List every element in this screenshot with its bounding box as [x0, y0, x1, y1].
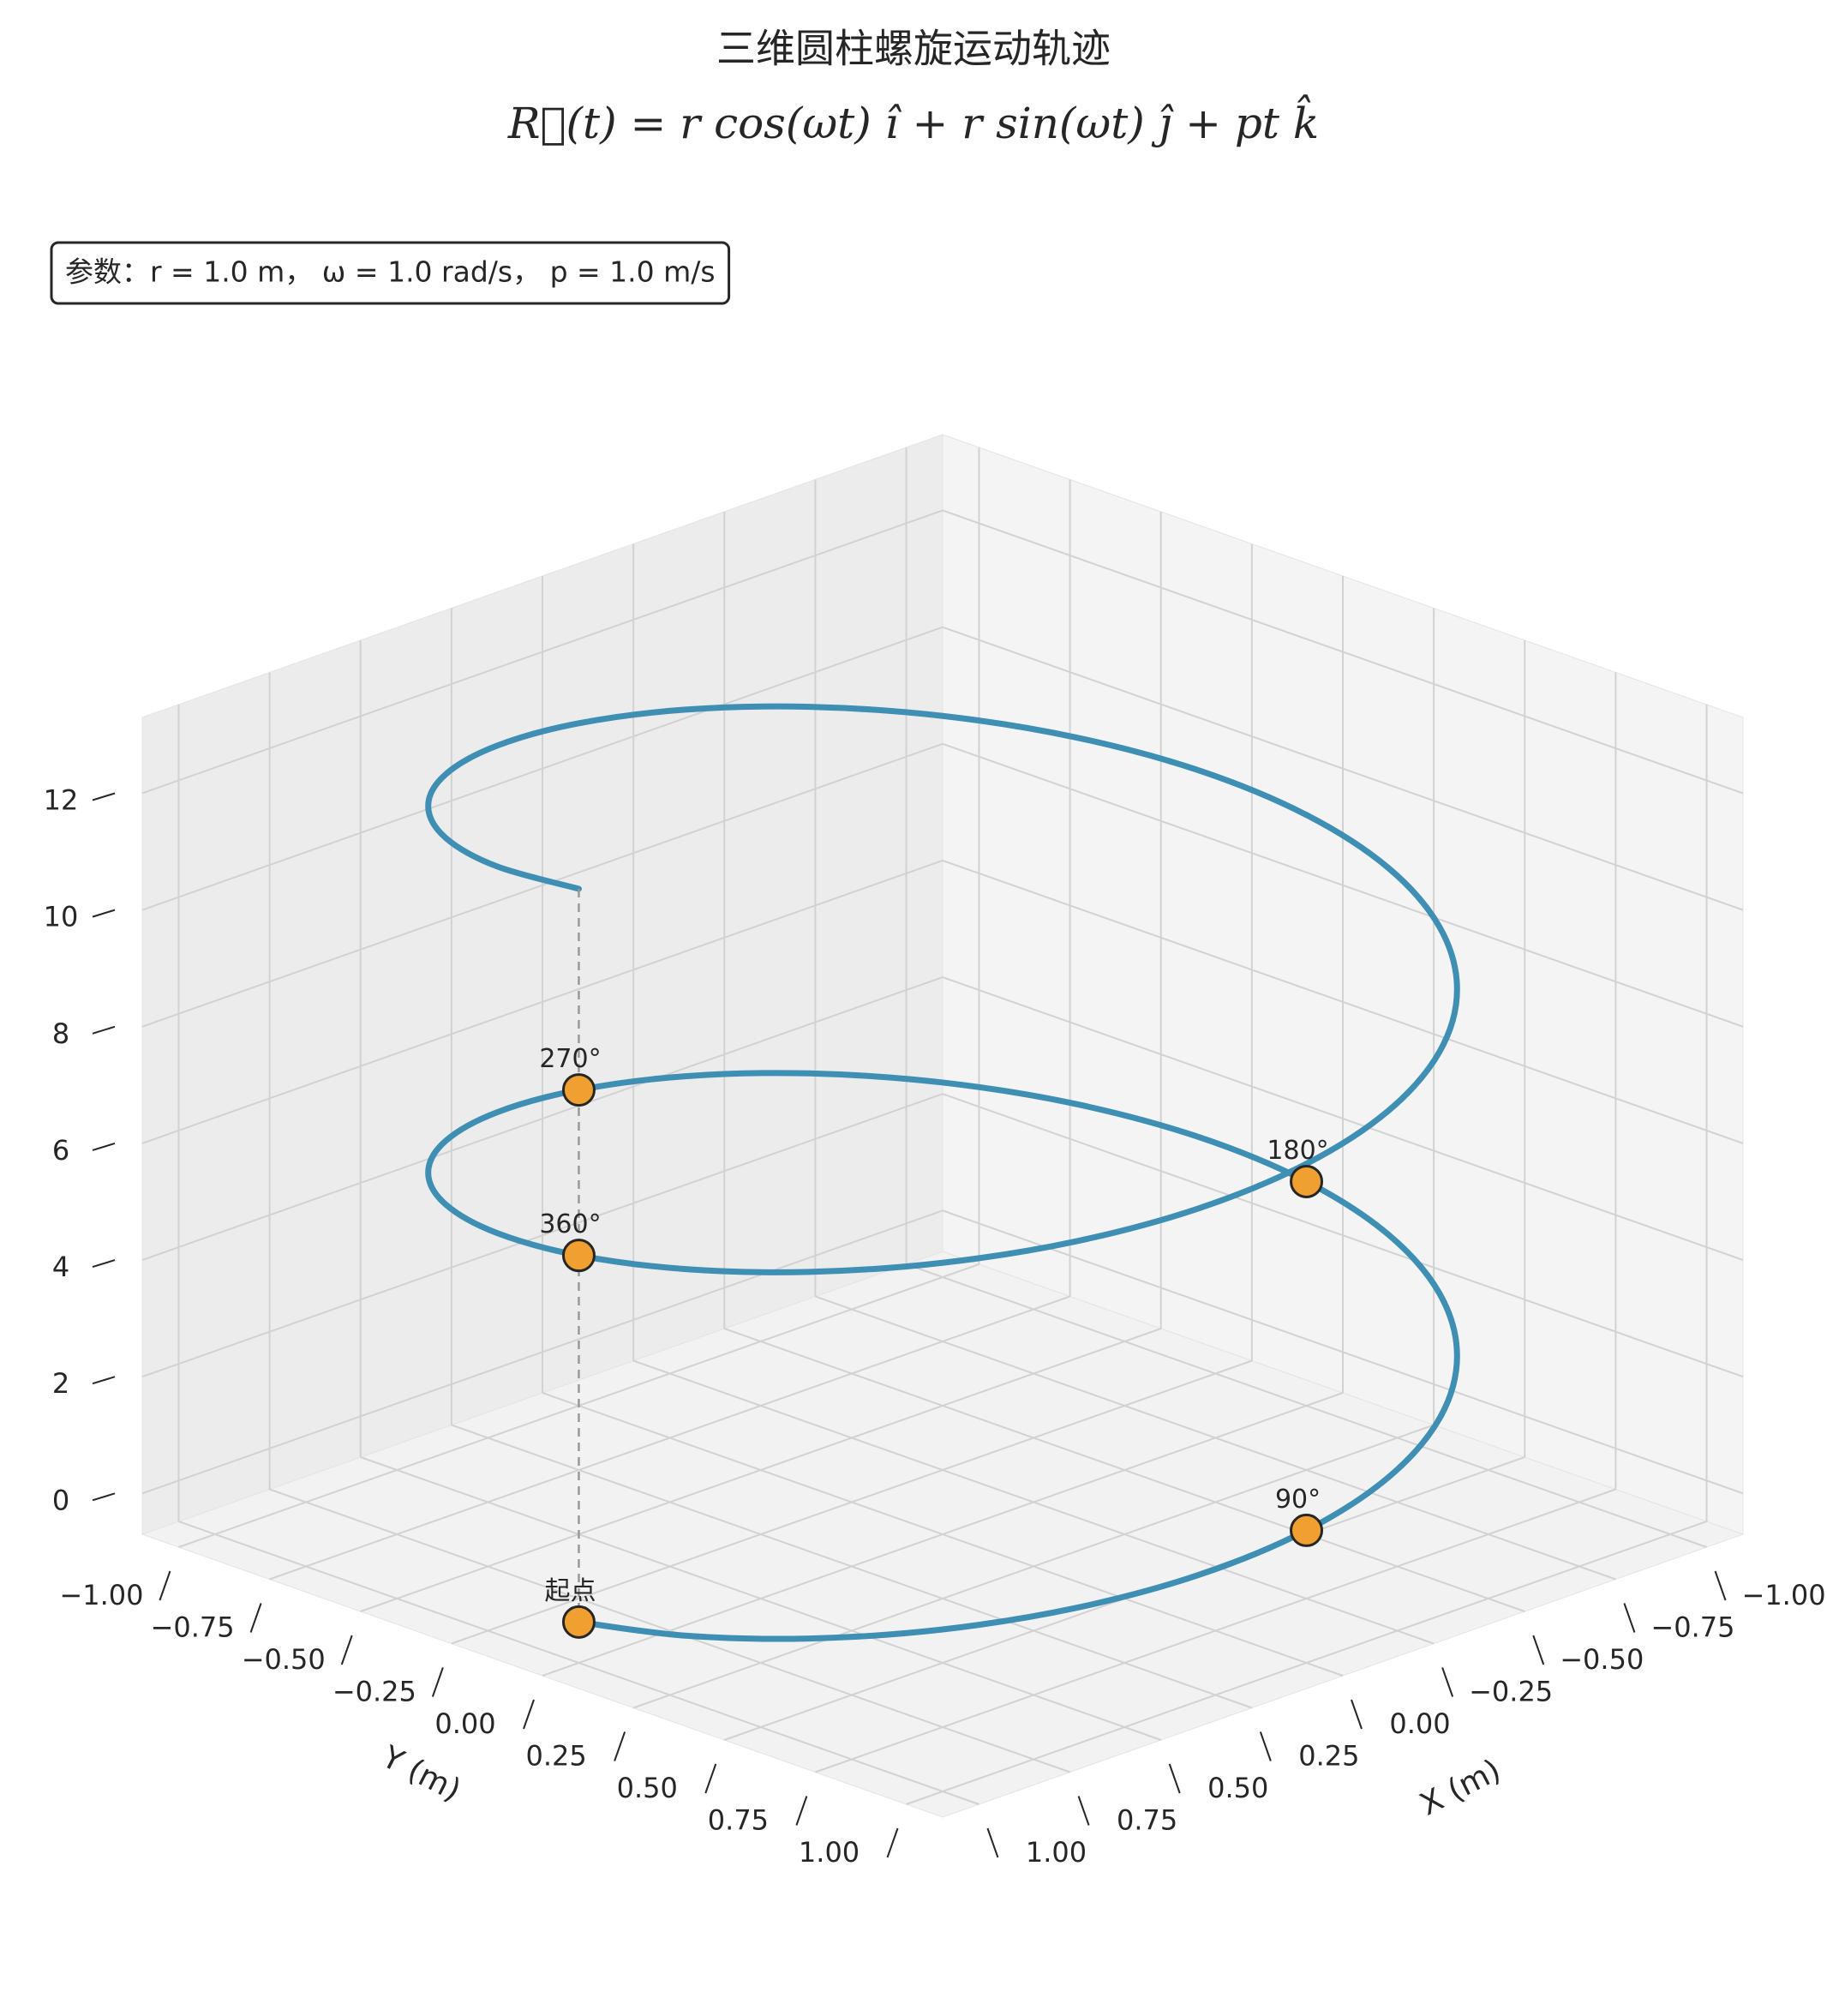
marker-label: 180° [1267, 1136, 1328, 1166]
grid-line [141, 859, 943, 1144]
y-tick [795, 1796, 808, 1826]
x-axis-label: X (m) [1415, 1753, 1507, 1823]
x-tick [1351, 1699, 1363, 1730]
marker [1290, 1164, 1324, 1198]
y-tick-label: −0.75 [151, 1611, 235, 1644]
y-tick-label: 0.75 [708, 1804, 769, 1837]
y-tick-label: 0.25 [526, 1740, 587, 1773]
grid-line [942, 742, 1744, 1028]
z-tick [92, 909, 116, 918]
grid-line [632, 1424, 1435, 1709]
y-tick-label: −0.25 [332, 1676, 416, 1708]
z-tick-label: 6 [52, 1134, 69, 1167]
grid-line [141, 509, 943, 795]
y-axis-label: Y (m) [375, 1739, 466, 1809]
z-tick [92, 1025, 116, 1035]
grid-line [942, 1093, 1744, 1378]
grid-line [451, 1359, 1253, 1645]
grid-line [141, 1209, 943, 1495]
z-tick-label: 10 [44, 901, 79, 933]
z-tick [92, 1142, 116, 1151]
grid-line [141, 976, 943, 1262]
x-tick-label: −1.00 [1742, 1579, 1826, 1611]
y-tick [523, 1699, 535, 1730]
grid-line [542, 1392, 1344, 1677]
grid-line [942, 1209, 1744, 1495]
z-tick [92, 1259, 116, 1269]
x-tick-label: 0.25 [1298, 1740, 1359, 1773]
z-tick-label: 8 [52, 1017, 69, 1050]
y-tick-label: 0.50 [617, 1772, 678, 1804]
x-tick [986, 1827, 999, 1858]
marker-label: 270° [539, 1044, 601, 1074]
grid-line [942, 626, 1744, 911]
grid-line [942, 976, 1744, 1262]
z-tick-label: 4 [52, 1251, 69, 1283]
marker [561, 1605, 596, 1639]
grid-line [141, 742, 943, 1028]
y-tick [431, 1667, 444, 1697]
x-tick [1441, 1667, 1454, 1697]
y-tick-label: 0.00 [434, 1707, 495, 1740]
y-tick [704, 1763, 717, 1794]
x-tick-label: 0.50 [1207, 1772, 1268, 1804]
x-tick [1714, 1570, 1727, 1601]
annotation: 参数：r = 1.0 m， ω = 1.0 rad/s， p = 1.0 m/s [65, 255, 716, 289]
grid-line [942, 859, 1744, 1144]
x-tick [1532, 1635, 1545, 1665]
grid-line [360, 1328, 1162, 1612]
grid-line [269, 1295, 1070, 1581]
y-tick [614, 1731, 626, 1761]
grid-line [942, 509, 1744, 795]
y-tick [249, 1603, 262, 1633]
x-tick [1623, 1603, 1636, 1633]
x-tick-label: 0.75 [1117, 1804, 1177, 1837]
grid-line [141, 1093, 943, 1378]
marker [561, 1073, 596, 1107]
grid-line [906, 1521, 1707, 1805]
marker-label: 90° [1275, 1485, 1321, 1515]
y-tick [159, 1570, 171, 1601]
z-tick-label: 0 [52, 1484, 69, 1516]
x-tick [1259, 1731, 1272, 1761]
y-tick [340, 1635, 353, 1665]
chart-title: 三维圆柱螺旋运动轨迹 [716, 26, 1111, 72]
marker [561, 1239, 596, 1273]
x-tick-label: −0.25 [1469, 1676, 1553, 1708]
y-tick-label: −1.00 [59, 1579, 143, 1611]
annotation-box [50, 241, 731, 305]
x-tick-label: 0.00 [1389, 1707, 1450, 1740]
marker-label: 360° [539, 1209, 601, 1239]
grid-line [815, 1488, 1616, 1773]
x-tick-label: −0.75 [1650, 1611, 1734, 1644]
x-tick-label: −0.50 [1560, 1643, 1644, 1676]
marker [1290, 1513, 1324, 1547]
y-tick-label: 1.00 [799, 1836, 860, 1869]
marker-label: 起点 [544, 1576, 596, 1606]
z-tick [92, 1376, 116, 1385]
y-tick-label: −0.50 [242, 1643, 326, 1676]
x-tick [1168, 1763, 1181, 1794]
z-tick [92, 1492, 116, 1502]
z-tick-label: 2 [52, 1367, 69, 1400]
z-tick-label: 12 [44, 783, 79, 816]
chart-subtitle: R⃗(t) = r cos(ωt) î + r sin(ωt) ĵ + pt k… [507, 93, 1319, 148]
x-tick-label: 1.00 [1026, 1836, 1087, 1869]
grid-line [141, 626, 943, 911]
y-tick [886, 1827, 899, 1858]
x-tick [1077, 1796, 1090, 1826]
z-tick [92, 792, 116, 801]
